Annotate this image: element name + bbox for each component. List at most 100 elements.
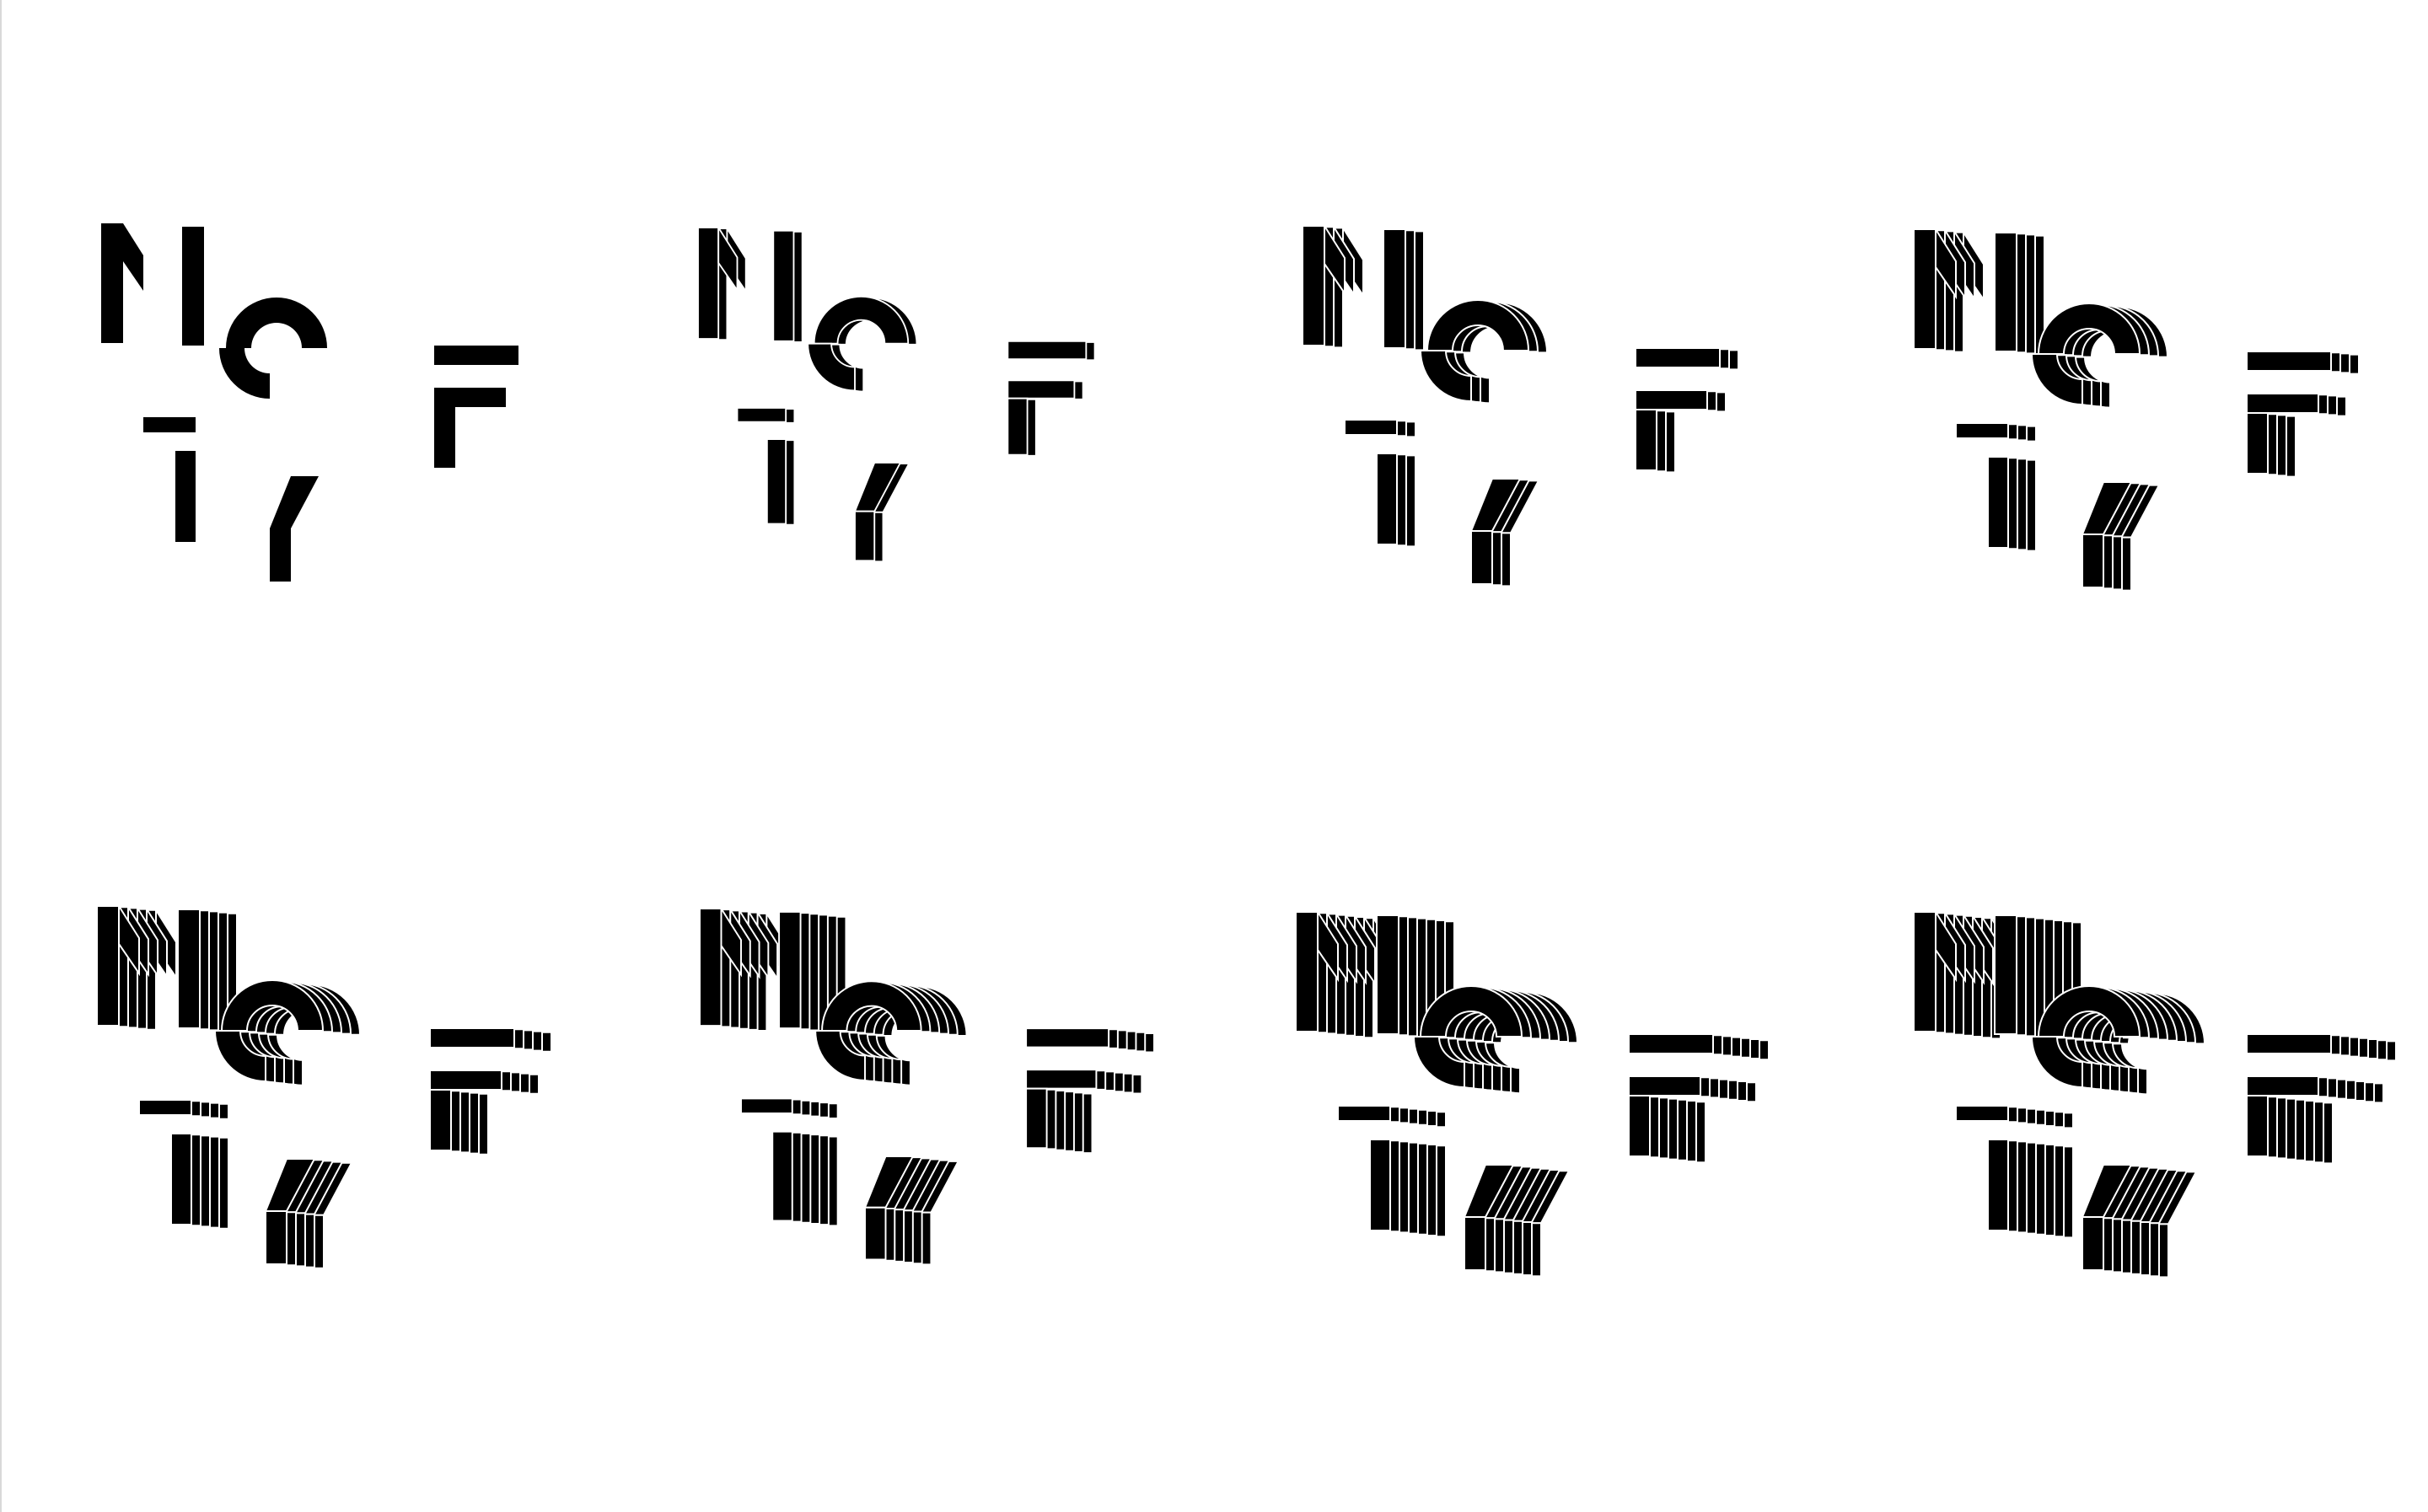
letter-n-diagonal-layer-1	[720, 905, 742, 978]
letter-f-top-bar-layer-1	[1025, 1027, 1110, 1048]
letter-y-stem-layer-1	[864, 1206, 887, 1261]
letter-n-right-stem-layer-1	[1994, 914, 2017, 1035]
letter-f-stem-layer-1	[429, 1089, 452, 1151]
letter-y-stem-layer-1	[1464, 1216, 1486, 1271]
letter-n-right-stem-layer-1	[182, 227, 204, 346]
letter-t-bar-layer-1	[143, 417, 196, 432]
letter-n-diagonal-layer-1	[1324, 223, 1346, 297]
letter-t-bar-layer-1	[740, 1097, 793, 1115]
letter-n-diagonal-layer-1	[118, 903, 140, 977]
letter-t-bar-layer-1	[1344, 419, 1398, 436]
letter-n-diagonal-layer-1	[1935, 226, 1957, 300]
letter-f-stem-layer-1	[1025, 1087, 1048, 1150]
variant-5	[96, 903, 552, 1269]
letter-o-upper-arc-layer-1	[813, 295, 910, 345]
letter-t-stem-layer-1	[1987, 456, 2009, 549]
letter-o-lower-arc-layer-1	[2030, 353, 2083, 406]
letter-f-stem-layer-1	[1628, 1095, 1651, 1157]
letter-n-right-stem-layer-1	[778, 910, 802, 1030]
letter-n-diagonal-layer-1	[123, 223, 143, 291]
letter-n-left-stem-layer-1	[101, 223, 123, 343]
letter-f-mid-bar-layer-1	[1007, 379, 1076, 399]
letter-n-left-stem-layer-1	[96, 905, 120, 1027]
letter-n-right-stem-layer-1	[772, 229, 795, 342]
letter-n-left-stem-layer-1	[1302, 225, 1325, 346]
letter-f-top-bar-layer-1	[429, 1027, 515, 1048]
letter-y-stem-layer-1	[2082, 1216, 2104, 1271]
letter-f-stem-layer-1	[2246, 412, 2269, 475]
letter-t-stem-layer-1	[1376, 453, 1398, 545]
variant-1	[101, 223, 518, 582]
left-edge-line	[0, 0, 2, 1512]
letter-o-upper-arc-layer-1	[220, 979, 325, 1032]
letter-t-stem-layer-1	[1369, 1139, 1391, 1231]
letter-y-stem-layer-1	[854, 510, 876, 562]
letter-n-right-stem-layer-1	[1383, 228, 1406, 349]
letter-y-stem-layer-1	[265, 1210, 287, 1265]
letter-f-mid-bar-layer-1	[1025, 1069, 1098, 1090]
letter-f-mid-bar-layer-1	[429, 1070, 502, 1091]
letter-n-diagonal-layer-1	[717, 224, 739, 293]
letter-f-stem-layer-1	[2246, 1095, 2269, 1157]
letter-y-stem-layer-1	[1470, 530, 1493, 585]
letter-n-left-stem-layer-1	[699, 908, 722, 1027]
letter-n-diagonal-layer-1	[1317, 909, 1339, 983]
letter-t-stem-layer-1	[170, 1133, 192, 1225]
letter-f-mid-bar-layer-1	[1628, 1075, 1701, 1096]
letter-y-diagonal-layer-1	[270, 476, 319, 528]
variant-8	[1913, 909, 2397, 1279]
letter-n-left-stem-layer-1	[1295, 911, 1319, 1032]
letter-t-bar-layer-1	[1955, 1105, 2009, 1122]
letter-y-stem-layer-1	[270, 528, 291, 582]
letter-f-top-bar-layer-1	[2246, 351, 2332, 372]
letter-n-left-stem-layer-1	[1913, 228, 1936, 350]
letter-n-diagonal-layer-1	[1935, 909, 1957, 983]
letter-t-bar-layer-1	[736, 406, 787, 423]
letter-f-mid-bar-layer-1	[2246, 1075, 2319, 1096]
letter-o-upper-arc-layer-1	[2037, 985, 2141, 1037]
letter-o-lower-arc-layer-1	[2030, 1036, 2083, 1089]
letter-f-stem-layer-1	[1007, 397, 1029, 456]
letter-o-upper-arc-layer-1	[1419, 985, 1523, 1037]
letter-o-lower-arc-layer-1	[219, 348, 270, 399]
letter-f-top-bar-layer-1	[1007, 340, 1088, 361]
letter-f-top-bar-layer-1	[2246, 1033, 2332, 1054]
letter-f-mid-bar-layer-1	[1635, 389, 1708, 410]
letter-o-lower-arc-layer-1	[807, 342, 856, 392]
letter-t-bar-layer-1	[1955, 422, 2009, 439]
variant-4	[1913, 226, 2360, 592]
letter-t-stem-layer-1	[175, 451, 196, 542]
letter-f-mid-bar-layer-1	[2246, 393, 2319, 414]
letter-n-right-stem-layer-1	[1376, 914, 1399, 1035]
letter-o-upper-arc-layer-1	[2037, 303, 2141, 355]
letter-f-mid-bar-layer-1	[434, 388, 506, 407]
letter-o-lower-arc-layer-1	[213, 1030, 266, 1083]
variant-7	[1295, 909, 1770, 1278]
letter-n-right-stem-layer-1	[177, 909, 201, 1029]
letter-f-top-bar-layer-1	[1628, 1033, 1714, 1054]
letter-o-upper-arc-layer-1	[821, 980, 922, 1032]
variant-6	[699, 905, 1155, 1266]
letter-n-left-stem-layer-1	[697, 227, 720, 340]
letter-n-right-stem-layer-1	[1994, 232, 2017, 352]
letter-o-lower-arc-layer-1	[814, 1030, 866, 1081]
letter-t-stem-layer-1	[771, 1130, 793, 1222]
variant-3	[1302, 223, 1739, 587]
letter-y-stem-layer-1	[2082, 533, 2104, 588]
letter-f-top-bar-layer-1	[434, 346, 518, 365]
letter-n-left-stem-layer-1	[1913, 911, 1936, 1032]
letter-o-lower-arc-layer-1	[1412, 1036, 1465, 1089]
letter-o-lower-arc-layer-1	[1419, 350, 1472, 403]
letter-o-upper-arc-layer-1	[1426, 299, 1530, 351]
letter-t-stem-layer-1	[765, 438, 787, 525]
letter-t-bar-layer-1	[138, 1099, 192, 1116]
letter-t-stem-layer-1	[1987, 1139, 2009, 1231]
letter-o-upper-arc-layer-1	[226, 298, 327, 348]
letter-f-stem-layer-1	[434, 407, 455, 468]
letter-f-top-bar-layer-1	[1635, 347, 1721, 368]
letter-t-bar-layer-1	[1337, 1105, 1391, 1122]
letter-f-stem-layer-1	[1635, 409, 1657, 471]
variant-2	[697, 224, 1096, 563]
